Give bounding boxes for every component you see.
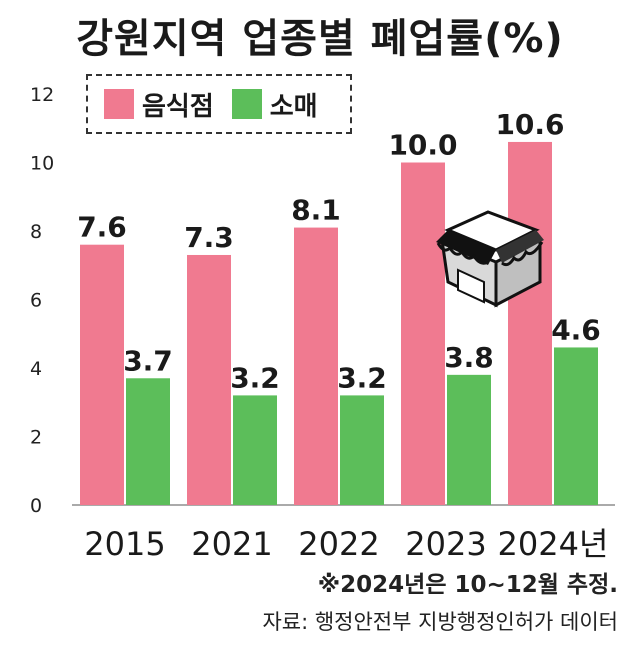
bar-restaurant [80, 244, 124, 505]
chart-title: 강원지역 업종별 폐업률(%) [76, 16, 564, 62]
legend-swatch-retail [231, 89, 262, 119]
bar-retail [233, 395, 277, 505]
y-tick-label: 8 [30, 221, 42, 243]
data-label: 3.7 [123, 344, 173, 377]
bar-restaurant [508, 141, 552, 505]
footnote: ※2024년은 10~12월 추정. [317, 572, 618, 598]
bar-retail [340, 395, 384, 505]
y-tick-label: 6 [30, 290, 42, 312]
x-tick-label: 2023 [405, 525, 486, 563]
bar-restaurant [401, 162, 445, 505]
data-label: 10.0 [388, 129, 457, 162]
x-tick-label: 2021 [191, 525, 272, 563]
y-tick-label: 2 [30, 427, 42, 449]
legend-label-retail: 소매 [269, 91, 318, 122]
legend-label-restaurant: 음식점 [142, 91, 214, 122]
x-tick-label: 2024년 [498, 525, 609, 563]
y-tick-label: 0 [30, 495, 42, 517]
bar-retail [554, 347, 598, 505]
y-tick-label: 4 [30, 358, 42, 380]
y-tick-label: 12 [30, 84, 54, 106]
bar-retail [126, 378, 170, 505]
legend: 음식점 소매 [86, 74, 352, 134]
data-label: 10.6 [495, 108, 564, 141]
legend-item-retail: 소매 [231, 86, 318, 123]
data-label: 3.2 [230, 361, 280, 394]
source-note: 자료: 행정안전부 지방행정인허가 데이터 [262, 610, 618, 634]
bar-restaurant [294, 227, 338, 505]
data-label: 3.2 [337, 361, 387, 394]
data-label: 7.3 [184, 221, 234, 254]
legend-item-restaurant: 음식점 [104, 86, 214, 123]
data-label: 3.8 [444, 341, 494, 374]
x-tick-label: 2015 [84, 525, 165, 563]
data-label: 7.6 [77, 211, 127, 244]
data-label: 4.6 [551, 313, 601, 346]
legend-swatch-restaurant [104, 89, 134, 119]
bar-retail [447, 374, 491, 505]
store-icon [436, 210, 544, 308]
y-tick-label: 10 [30, 153, 54, 175]
bar-restaurant [187, 254, 231, 505]
data-label: 8.1 [291, 194, 341, 227]
x-tick-label: 2022 [298, 525, 379, 563]
